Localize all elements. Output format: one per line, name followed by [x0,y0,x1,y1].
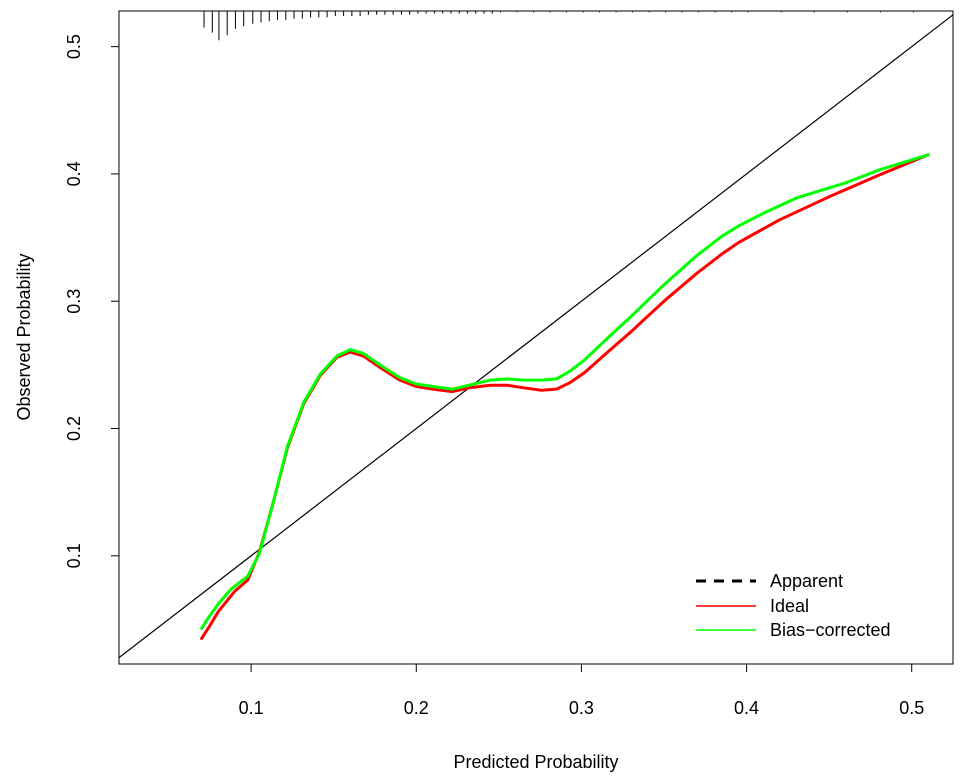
legend-label-bias-corrected: Bias−corrected [770,620,891,640]
y-axis: 0.1 0.2 0.3 0.4 0.5 [64,34,120,568]
y-tick-label: 0.2 [64,416,84,441]
x-axis: 0.1 0.2 0.3 0.4 0.5 [239,663,924,718]
x-tick-label: 0.2 [404,698,429,718]
legend-label-apparent: Apparent [770,571,843,591]
x-tick-label: 0.1 [239,698,264,718]
y-tick-label: 0.5 [64,34,84,59]
y-axis-title: Observed Probability [14,253,34,420]
y-tick-label: 0.4 [64,161,84,186]
legend-label-ideal: Ideal [770,596,809,616]
x-tick-label: 0.5 [899,698,924,718]
y-tick-label: 0.3 [64,289,84,314]
x-tick-label: 0.4 [734,698,759,718]
reference-diagonal-line [118,14,954,659]
plot-area [118,11,954,659]
bias-corrected-curve [200,153,930,630]
x-axis-title: Predicted Probability [453,752,618,772]
y-tick-label: 0.1 [64,543,84,568]
x-tick-label: 0.3 [569,698,594,718]
legend: Apparent Ideal Bias−corrected [696,571,891,640]
